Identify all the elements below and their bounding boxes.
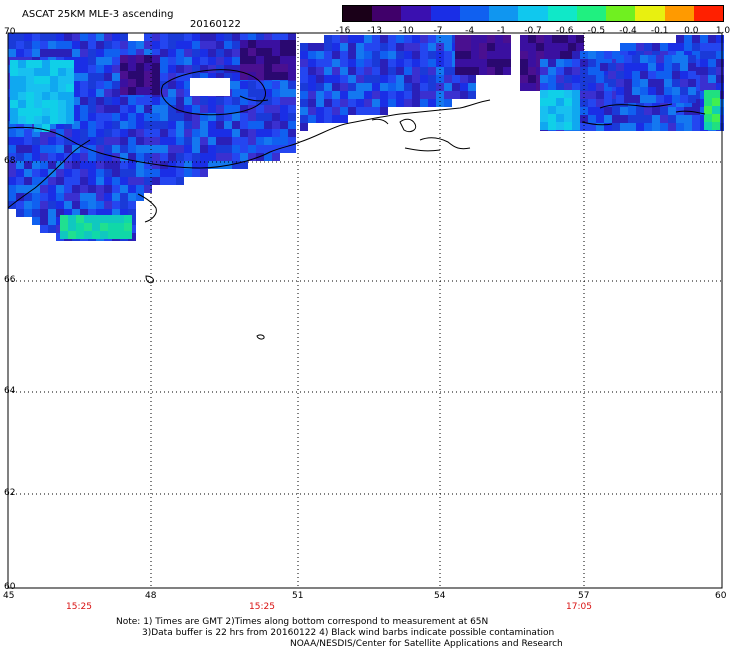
- lon-label-54: 54: [434, 591, 446, 601]
- colorbar-label: -0.7: [524, 26, 542, 36]
- colorbar-label: -16: [335, 26, 351, 36]
- colorbar-swatch: [343, 6, 373, 21]
- time-label-3: 17:05: [566, 602, 592, 612]
- colorbar-label: 1.0: [715, 26, 731, 36]
- colorbar-label: 0.0: [684, 26, 699, 36]
- colorbar-label: -0.4: [619, 26, 637, 36]
- colorbar-swatch: [459, 6, 490, 21]
- lat-label-70: 70: [4, 27, 16, 37]
- colorbar-label: -4: [465, 26, 475, 36]
- colorbar-swatch: [372, 6, 402, 21]
- product-date: 20160122: [190, 19, 241, 30]
- coastline: [7, 69, 706, 340]
- colorbar-label: -1: [496, 26, 506, 36]
- time-label-1: 15:25: [66, 602, 92, 612]
- lat-label-62: 62: [4, 488, 16, 498]
- colorbar-label: -0.1: [650, 26, 669, 36]
- lat-label-68: 68: [4, 156, 16, 166]
- colorbar-label: -0.6: [555, 26, 574, 36]
- colorbar-label: -0.5: [587, 26, 606, 36]
- colorbar-swatch: [576, 6, 607, 21]
- colorbar-swatch: [606, 6, 636, 21]
- colorbar-swatch: [401, 6, 431, 21]
- lat-label-64: 64: [4, 386, 16, 396]
- grid-lines: [8, 33, 722, 588]
- colorbar-label: -13: [367, 26, 383, 36]
- product-title: ASCAT 25KM MLE-3 ascending: [22, 9, 174, 20]
- colorbar-label: -7: [433, 26, 443, 36]
- lon-label-45: 45: [3, 591, 15, 601]
- colorbar-swatch: [430, 6, 460, 21]
- note-line-1: Note: 1) Times are GMT 2)Times along bot…: [116, 617, 489, 627]
- lat-label-60: 60: [4, 582, 16, 592]
- lon-label-60: 60: [715, 591, 727, 601]
- colorbar-swatch: [489, 6, 519, 21]
- colorbar-swatch: [547, 6, 577, 21]
- wind-swaths: [8, 33, 724, 241]
- colorbar-swatch: [693, 6, 724, 21]
- lon-label-51: 51: [292, 591, 304, 601]
- colorbar-swatch: [518, 6, 548, 21]
- colorbar-label: -10: [398, 26, 414, 36]
- colorbar-swatch: [635, 6, 665, 21]
- colorbar: [342, 5, 724, 22]
- note-line-2: 3)Data buffer is 22 hrs from 20160122 4)…: [142, 628, 555, 638]
- lat-label-66: 66: [4, 275, 16, 285]
- note-line-3: NOAA/NESDIS/Center for Satellite Applica…: [290, 639, 563, 649]
- time-label-2: 15:25: [249, 602, 275, 612]
- lon-label-57: 57: [578, 591, 590, 601]
- plot-frame: [7, 32, 723, 589]
- colorbar-swatch: [664, 6, 694, 21]
- lon-label-48: 48: [145, 591, 157, 601]
